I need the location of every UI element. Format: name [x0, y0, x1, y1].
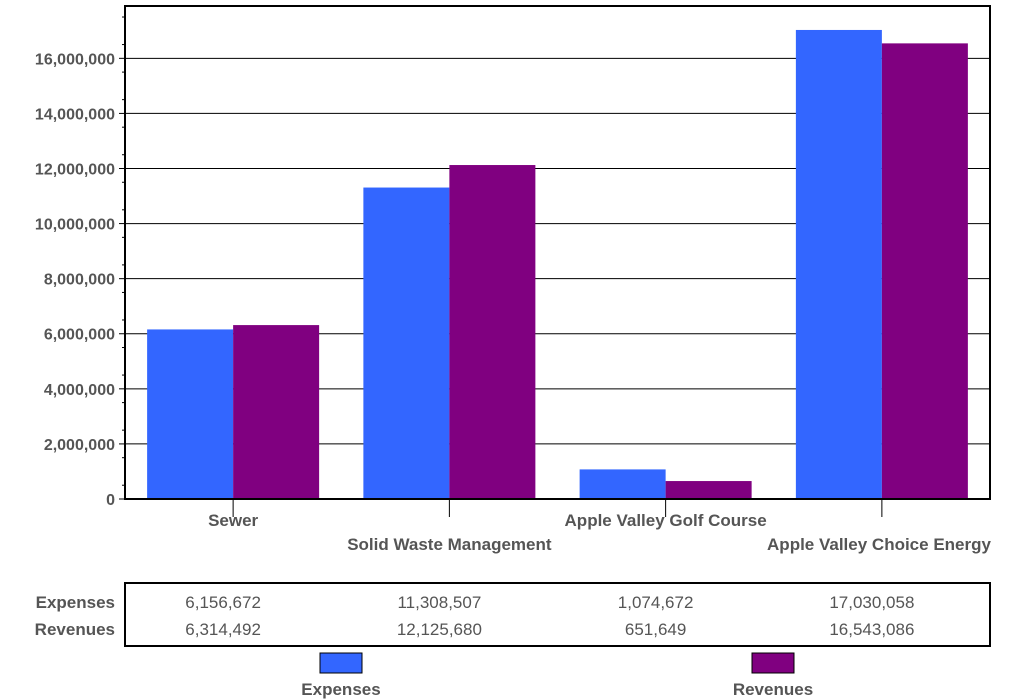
data-table-frame [124, 582, 991, 647]
y-tick-label: 4,000,000 [44, 382, 115, 399]
bar-revenues-2 [665, 481, 752, 499]
y-tick-label: 12,000,000 [35, 161, 115, 178]
data-table: Expenses 6,156,672 11,308,507 1,074,672 17,0… [35, 582, 991, 647]
bar-expenses-2 [579, 469, 666, 499]
bar-expenses-0 [147, 329, 234, 499]
x-axis-categories: Sewer Solid Waste Management Apple Valley … [208, 499, 991, 554]
bars [147, 29, 968, 500]
x-category-label: Apple Valley Choice Energy [767, 535, 991, 554]
plot-frame [124, 5, 991, 500]
table-row-header: Revenues [35, 620, 115, 639]
bar-revenues-3 [881, 43, 968, 500]
legend-swatch-revenues [751, 652, 795, 674]
table-cell: 6,314,492 [185, 620, 261, 639]
y-tick-label: 0 [106, 492, 115, 509]
table-cell: 6,156,672 [185, 593, 261, 612]
table-cell: 12,125,680 [397, 620, 482, 639]
legend-label: Revenues [733, 680, 813, 699]
legend-label: Expenses [301, 680, 380, 699]
bar-revenues-1 [449, 165, 536, 499]
table-cell: 17,030,058 [829, 593, 914, 612]
y-tick-label: 2,000,000 [44, 437, 115, 454]
x-category-label: Apple Valley Golf Course [565, 511, 767, 530]
table-cell: 1,074,672 [618, 593, 694, 612]
bar-revenues-0 [233, 325, 320, 499]
bar-expenses-1 [363, 187, 450, 499]
y-axis-ticks: 0 2,000,000 4,000,000 6,000,000 8,000,000 10,… [35, 16, 125, 509]
legend: Expenses Revenues [301, 652, 813, 699]
bar-expenses-3 [795, 29, 882, 500]
table-cell: 16,543,086 [829, 620, 914, 639]
table-cell: 11,308,507 [397, 593, 481, 612]
y-tick-label: 14,000,000 [35, 106, 115, 123]
y-tick-label: 6,000,000 [44, 327, 115, 344]
y-tick-label: 8,000,000 [44, 272, 115, 289]
y-tick-label: 16,000,000 [35, 51, 115, 68]
table-row-header: Expenses [36, 593, 115, 612]
table-cell: 651,649 [625, 620, 686, 639]
y-tick-label: 10,000,000 [35, 217, 115, 234]
legend-swatch-expenses [319, 652, 363, 674]
x-category-label: Sewer [208, 511, 258, 530]
x-category-label: Solid Waste Management [347, 535, 552, 554]
